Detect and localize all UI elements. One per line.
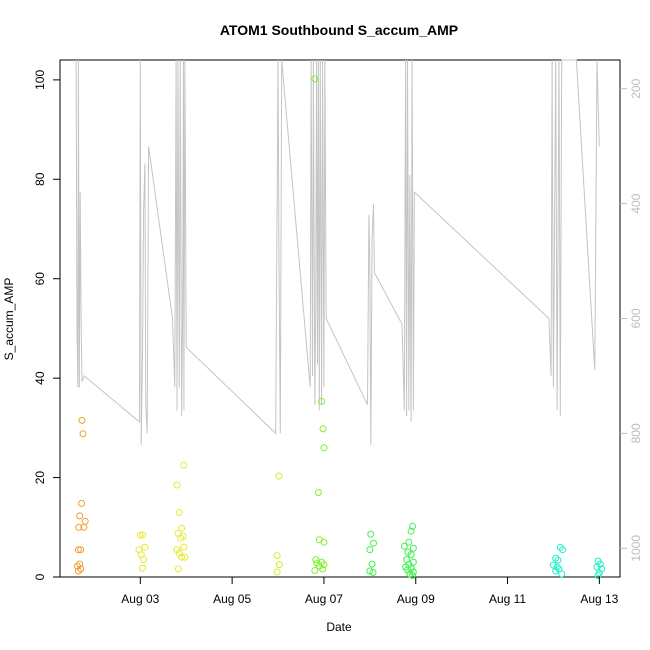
data-point [311,567,319,574]
data-point [318,398,326,405]
data-point [368,560,376,568]
x-tick-label: Aug 03 [121,592,159,606]
data-point [553,563,561,571]
data-point [75,523,83,531]
data-point [554,556,562,564]
data-point [593,563,601,571]
data-point [79,430,87,438]
data-point [370,539,377,547]
data-point [78,499,86,507]
data-point [366,546,374,554]
y2-tick-label: 800 [629,423,643,443]
y2-tick-label: 400 [629,193,643,213]
x-tick-label: Aug 11 [489,592,526,606]
secondary-series [75,59,600,445]
data-point [74,546,82,554]
data-point [594,572,602,579]
data-point [312,556,320,564]
data-point [77,546,85,554]
data-point [369,569,377,576]
data-point [78,416,86,424]
data-point [275,561,283,569]
scatter-points [73,75,606,579]
data-point [139,531,147,539]
y2-tick-label: 200 [629,78,643,98]
data-point [141,543,149,551]
data-point [139,564,147,572]
chart-title: ATOM1 Southbound S_accum_AMP [220,22,458,38]
y2-tick-label: 1000 [629,535,643,562]
data-point [314,489,322,496]
data-point [409,568,417,576]
y-tick-label: 40 [33,371,47,385]
data-point [404,566,411,574]
y-tick-label: 100 [33,70,47,90]
data-point [273,552,281,560]
x-axis-label: Date [326,620,352,634]
data-point [549,561,557,569]
data-point [80,523,88,531]
data-point [175,549,183,557]
data-point [400,542,408,550]
data-point [558,570,566,578]
data-point [177,534,185,542]
data-point [77,565,85,573]
data-point [273,568,281,576]
data-point [76,560,84,568]
data-point [275,472,283,480]
data-point [181,553,189,561]
y-tick-label: 80 [33,172,47,186]
secondary-line [75,59,600,445]
data-point [559,546,567,554]
data-point [179,532,187,540]
data-point [367,530,375,538]
x-axis: Aug 03 Aug 05 Aug 07 Aug 09 Aug 11 Aug 13 [121,577,619,606]
data-point [175,508,183,516]
y-tick-label: 60 [33,272,47,286]
y2-axis: 200 400 600 800 1000 [620,78,643,562]
data-point [320,538,328,546]
data-point [319,425,327,433]
data-point [174,565,182,573]
data-point [81,517,89,525]
data-point [552,567,560,575]
data-point [552,554,560,562]
data-point [180,543,188,551]
data-point [178,524,186,532]
data-point [311,75,319,83]
data-point [409,572,416,579]
data-point [140,556,147,564]
data-point [407,527,415,535]
data-point [76,512,84,520]
data-point [319,565,327,573]
data-point [173,481,181,489]
data-point [320,561,328,569]
data-point [320,444,328,452]
x-tick-label: Aug 05 [213,592,251,606]
y-axis: 0 20 40 60 80 100 [33,70,60,580]
data-point [180,461,188,469]
data-point [178,553,186,561]
x-tick-label: Aug 07 [305,592,343,606]
y2-tick-label: 600 [629,308,643,328]
x-tick-label: Aug 13 [580,592,618,606]
data-point [409,522,416,530]
data-point [407,551,415,559]
y-axis-label: S_accum_AMP [2,278,16,361]
data-point [409,544,417,552]
y-tick-label: 20 [33,471,47,485]
data-point [74,567,82,575]
plot-area [59,59,621,578]
data-point [598,565,606,573]
y-tick-label: 0 [33,573,47,580]
data-point [405,538,413,546]
data-point [366,567,374,575]
x-tick-label: Aug 09 [397,592,435,606]
